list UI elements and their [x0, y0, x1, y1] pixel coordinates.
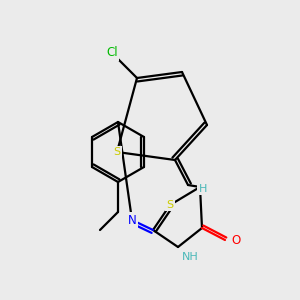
Text: O: O	[231, 233, 241, 247]
Text: Cl: Cl	[106, 46, 118, 59]
Text: NH: NH	[182, 252, 198, 262]
Text: S: S	[113, 147, 121, 157]
Text: S: S	[167, 200, 174, 210]
Text: H: H	[199, 184, 207, 194]
Text: N: N	[128, 214, 136, 226]
